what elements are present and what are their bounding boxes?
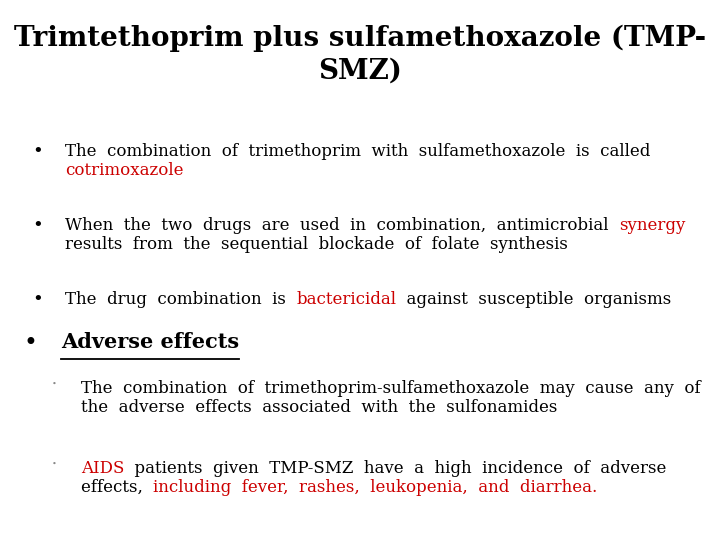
- Text: including  fever,  rashes,  leukopenia,  and  diarrhea.: including fever, rashes, leukopenia, and…: [153, 478, 598, 496]
- Text: AIDS: AIDS: [81, 460, 124, 477]
- Text: synergy: synergy: [618, 217, 685, 234]
- Text: The  combination  of  trimethoprim-sulfamethoxazole  may  cause  any  of: The combination of trimethoprim-sulfamet…: [81, 380, 701, 397]
- Text: against  susceptible  organisms: against susceptible organisms: [396, 291, 672, 307]
- Text: The  drug  combination  is: The drug combination is: [65, 291, 296, 307]
- Text: •: •: [23, 332, 37, 355]
- Text: •: •: [52, 380, 56, 388]
- Text: •: •: [52, 460, 56, 468]
- Text: the  adverse  effects  associated  with  the  sulfonamides: the adverse effects associated with the …: [81, 399, 557, 416]
- Text: bactericidal: bactericidal: [296, 291, 396, 307]
- Text: results  from  the  sequential  blockade  of  folate  synthesis: results from the sequential blockade of …: [65, 235, 567, 253]
- Text: cotrimoxazole: cotrimoxazole: [65, 161, 184, 179]
- Text: Trimtethoprim plus sulfamethoxazole (TMP-
SMZ): Trimtethoprim plus sulfamethoxazole (TMP…: [14, 24, 706, 85]
- Text: •: •: [32, 217, 42, 235]
- Text: •: •: [32, 143, 42, 161]
- Text: The  combination  of  trimethoprim  with  sulfamethoxazole  is  called: The combination of trimethoprim with sul…: [65, 143, 650, 160]
- Text: Adverse effects: Adverse effects: [61, 332, 239, 352]
- Text: When  the  two  drugs  are  used  in  combination,  antimicrobial: When the two drugs are used in combinati…: [65, 217, 618, 234]
- Text: patients  given  TMP-SMZ  have  a  high  incidence  of  adverse: patients given TMP-SMZ have a high incid…: [124, 460, 667, 477]
- Text: effects,: effects,: [81, 478, 153, 496]
- Text: •: •: [32, 291, 42, 308]
